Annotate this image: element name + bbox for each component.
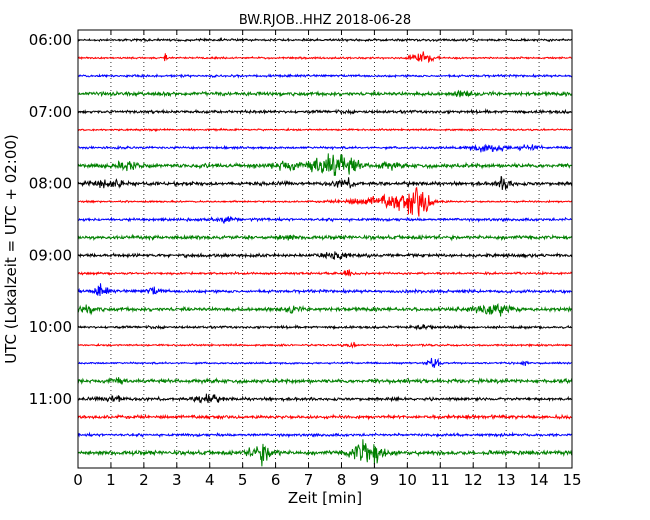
trace-line — [77, 269, 573, 277]
trace-line — [77, 341, 573, 349]
x-tick-label: 3 — [172, 471, 182, 489]
x-axis: 0 1 2 3 4 5 6 7 8 9 10 11 12 13 14 15 — [73, 30, 582, 489]
trace-line — [77, 73, 573, 79]
trace-line — [77, 251, 573, 260]
trace-line — [77, 324, 573, 331]
trace-line — [77, 176, 573, 190]
trace-line — [77, 153, 573, 176]
x-tick-label: 8 — [337, 471, 347, 489]
x-tick-label: 11 — [431, 471, 450, 489]
y-tick-label: 07:00 — [29, 103, 72, 121]
x-tick-label: 0 — [73, 471, 83, 489]
x-tick-label: 7 — [304, 471, 314, 489]
trace-line — [78, 89, 573, 98]
x-tick-label: 12 — [464, 471, 483, 489]
y-tick-label: 11:00 — [29, 390, 72, 408]
y-tick-label: 08:00 — [29, 175, 72, 193]
trace-line — [77, 127, 573, 133]
trace-line — [77, 393, 573, 404]
trace-line — [77, 283, 573, 297]
trace-line — [77, 357, 573, 368]
trace-line — [77, 431, 573, 439]
trace-line — [77, 303, 573, 317]
x-tick-label: 9 — [370, 471, 380, 489]
trace-group — [77, 37, 573, 467]
y-tick-label: 10:00 — [29, 318, 72, 336]
trace-line — [77, 413, 573, 421]
grid-lines — [110, 30, 540, 468]
chart-title: BW.RJOB..HHZ 2018-06-28 — [239, 13, 411, 28]
trace-line — [77, 233, 573, 242]
y-axis-label: UTC (Lokalzeit = UTC + 02:00) — [2, 134, 20, 364]
y-tick-label: 09:00 — [29, 246, 72, 264]
trace-line — [77, 215, 573, 224]
x-tick-label: 4 — [205, 471, 215, 489]
trace-line — [77, 143, 573, 153]
x-tick-label: 13 — [497, 471, 516, 489]
trace-line — [77, 51, 572, 64]
x-axis-label: Zeit [min] — [288, 489, 362, 507]
x-tick-label: 15 — [562, 471, 581, 489]
plot-frame — [77, 29, 573, 469]
x-tick-label: 10 — [398, 471, 417, 489]
y-axis: 06:00 07:00 08:00 09:00 10:00 11:00 — [29, 31, 83, 408]
trace-line — [77, 376, 573, 386]
trace-line — [77, 439, 573, 467]
x-tick-label: 14 — [530, 471, 549, 489]
x-tick-label: 5 — [238, 471, 248, 489]
y-tick-label: 06:00 — [29, 31, 72, 49]
trace-line — [77, 108, 573, 116]
trace-line — [77, 186, 573, 217]
x-tick-label: 1 — [106, 471, 116, 489]
trace-line — [77, 37, 573, 43]
x-tick-label: 2 — [139, 471, 149, 489]
x-tick-label: 6 — [271, 471, 281, 489]
